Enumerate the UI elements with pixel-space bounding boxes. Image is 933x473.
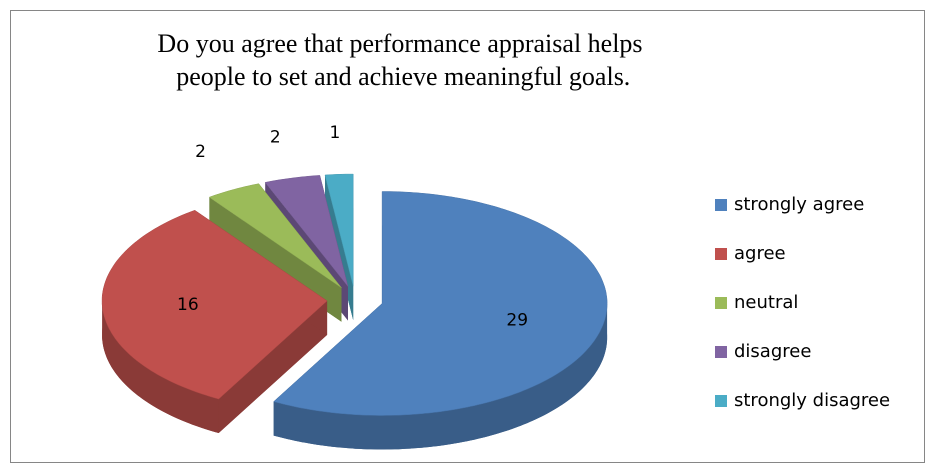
slice-top <box>324 173 354 287</box>
legend-label: disagree <box>734 341 811 362</box>
legend-label: strongly agree <box>734 194 864 215</box>
slice-top <box>264 175 349 287</box>
legend-label: neutral <box>734 292 798 313</box>
legend-swatch <box>715 199 727 211</box>
legend-label: agree <box>734 243 786 264</box>
data-label: 29 <box>506 311 528 331</box>
slice-top <box>273 191 608 416</box>
data-label: 1 <box>329 123 340 143</box>
chart-title: Do you agree that performance appraisal … <box>157 29 642 91</box>
data-label: 16 <box>177 295 199 315</box>
data-label: 2 <box>195 142 206 162</box>
slice-top <box>101 210 328 400</box>
slice-top <box>208 183 342 289</box>
data-label: 2 <box>270 127 281 147</box>
legend-swatch <box>715 297 727 309</box>
legend-swatch <box>715 248 727 260</box>
slice-side <box>273 303 608 450</box>
legend-swatch <box>715 395 727 407</box>
legend-label: strongly disagree <box>734 390 890 411</box>
slice-side <box>102 300 219 433</box>
legend-swatch <box>715 346 727 358</box>
pie-slice <box>273 191 608 450</box>
slice-wall <box>218 300 328 433</box>
pie-slice <box>101 210 328 433</box>
